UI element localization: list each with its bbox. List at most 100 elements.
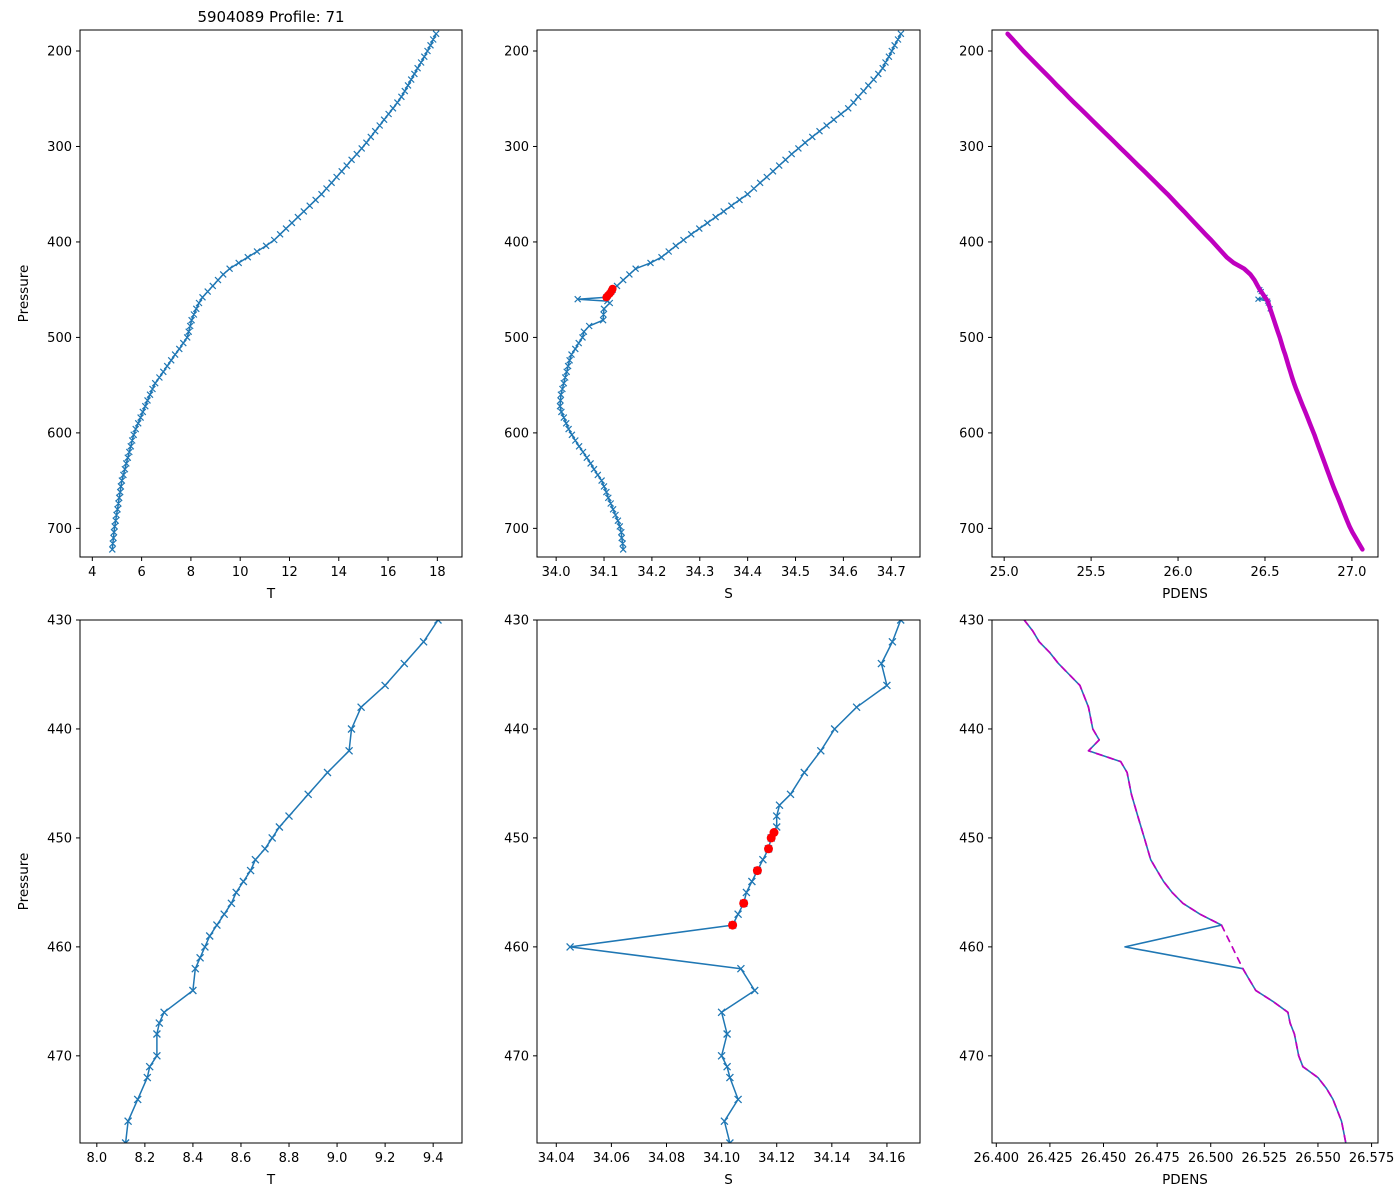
y-tick-label: 700: [504, 522, 529, 537]
x-tick-label: 10: [232, 565, 249, 580]
subplot-salinity-full: 34.0 34.1 34.2 34.3 34.4 34.5 34.6 34.7 200 300 40…: [504, 29, 921, 602]
y-tick-label: 500: [959, 331, 984, 346]
x-tick-label: 34.10: [703, 1151, 740, 1166]
subplot-salinity-zoom: 34.04 34.06 34.08 34.10 34.12 34.14 34.16 430 44…: [504, 614, 921, 1188]
x-tick-label: 8.0: [86, 1151, 107, 1166]
series-x-markers-salinity-raw-zoom: [566, 620, 905, 1143]
x-tick-label: 34.16: [868, 1151, 905, 1166]
x-tick-label: 34.3: [685, 565, 714, 580]
flagged-point-marker: [728, 920, 738, 930]
x-axis-label: T: [266, 1172, 276, 1188]
x-tick-label: 8.8: [279, 1151, 300, 1166]
y-tick-label: 440: [504, 723, 529, 738]
x-tick-label: 26.5: [1251, 565, 1280, 580]
subplot-pdens-full: 25.0 25.5 26.0 26.5 27.0 200 300 400 500 600 700 PD…: [959, 29, 1379, 602]
x-tick-label: 34.06: [593, 1151, 630, 1166]
subplot-temperature-zoom: 8.0 8.2 8.4 8.6 8.8 9.0 9.2 9.4 430 440 450 460 470 T…: [16, 614, 463, 1188]
figure-title: 5904089 Profile: 71: [197, 8, 345, 26]
x-tick-label: 34.12: [758, 1151, 795, 1166]
x-tick-label: 16: [380, 565, 397, 580]
x-tick-label: 26.400: [974, 1151, 1020, 1166]
flagged-point-marker: [739, 898, 749, 908]
series-line-temperature-raw-zoom: [124, 620, 439, 1143]
axes-frame: [79, 29, 463, 558]
series-line-salinity-raw-zoom: [569, 620, 902, 1143]
x-axis-label: S: [724, 1172, 733, 1188]
x-tick-label: 26.425: [1027, 1151, 1073, 1166]
flagged-point-marker: [764, 844, 773, 854]
y-axis-label: Pressure: [16, 853, 32, 911]
y-tick-label: 300: [47, 140, 72, 155]
x-tick-label: 25.0: [990, 565, 1019, 580]
axes-frame: [536, 619, 921, 1144]
x-tick-label: 34.5: [781, 565, 810, 580]
y-tick-label: 470: [47, 1049, 72, 1064]
y-tick-label: 200: [47, 45, 72, 60]
x-axis-label: PDENS: [1162, 586, 1208, 602]
x-tick-label: 25.5: [1077, 565, 1106, 580]
x-tick-label: 9.0: [327, 1151, 348, 1166]
y-tick-label: 600: [504, 426, 529, 441]
x-tick-label: 12: [281, 565, 298, 580]
y-tick-label: 450: [959, 831, 984, 846]
x-tick-label: 26.450: [1081, 1151, 1127, 1166]
series-x-markers-temperature-raw-zoom: [121, 620, 442, 1143]
x-tick-label: 26.475: [1134, 1151, 1180, 1166]
x-tick-label: 26.500: [1188, 1151, 1234, 1166]
flagged-point-marker: [602, 293, 611, 302]
y-tick-label: 300: [959, 140, 984, 155]
x-tick-label: 8: [187, 565, 195, 580]
y-tick-label: 400: [47, 235, 72, 250]
x-tick-label: 34.08: [648, 1151, 685, 1166]
y-tick-label: 600: [47, 426, 72, 441]
y-tick-label: 430: [959, 614, 984, 629]
flagged-point-marker: [766, 833, 776, 843]
subplot-pdens-zoom: 26.400 26.425 26.450 26.475 26.500 26.525 26.5…: [959, 614, 1394, 1189]
y-tick-label: 470: [504, 1049, 529, 1064]
series-x-markers-salinity-raw: [556, 30, 905, 553]
x-tick-label: 26.550: [1295, 1151, 1341, 1166]
flagged-point-marker: [752, 866, 762, 876]
x-tick-label: 4: [88, 565, 96, 580]
x-tick-label: 14: [331, 565, 348, 580]
x-tick-label: 26.575: [1349, 1151, 1395, 1166]
series-line-pdens-raw-zoom: [1023, 620, 1347, 1143]
x-tick-label: 6: [137, 565, 145, 580]
y-tick-label: 500: [504, 331, 529, 346]
y-tick-label: 200: [504, 45, 529, 60]
x-tick-label: 34.14: [813, 1151, 850, 1166]
y-tick-label: 450: [47, 831, 72, 846]
x-tick-label: 8.2: [135, 1151, 156, 1166]
y-tick-label: 400: [504, 235, 529, 250]
axes-frame: [79, 619, 463, 1144]
y-tick-label: 430: [47, 614, 72, 629]
y-tick-label: 600: [959, 426, 984, 441]
y-axis-label: Pressure: [16, 265, 32, 323]
y-tick-label: 700: [47, 522, 72, 537]
subplot-temperature-full: 4 6 8 10 12 14 16 18 200 300 400 500 600 700 T Pressure: [16, 29, 463, 602]
series-line-temperature-raw: [111, 33, 437, 551]
y-tick-label: 500: [47, 331, 72, 346]
x-axis-label: S: [724, 586, 733, 602]
x-tick-label: 34.1: [590, 565, 619, 580]
x-tick-label: 34.4: [733, 565, 762, 580]
x-tick-label: 27.0: [1337, 565, 1366, 580]
x-axis-label: T: [266, 586, 276, 602]
x-tick-label: 9.2: [375, 1151, 396, 1166]
y-tick-label: 400: [959, 235, 984, 250]
x-tick-label: 34.6: [829, 565, 858, 580]
y-tick-label: 460: [959, 940, 984, 955]
y-tick-label: 440: [959, 723, 984, 738]
x-axis-label: PDENS: [1162, 1172, 1208, 1188]
x-tick-label: 34.7: [877, 565, 906, 580]
x-tick-label: 34.2: [637, 565, 666, 580]
series-line-pdens-adjusted-zoom: [1023, 620, 1347, 1143]
x-tick-label: 34.0: [542, 565, 571, 580]
y-tick-label: 440: [47, 723, 72, 738]
x-tick-label: 8.4: [183, 1151, 204, 1166]
y-tick-label: 470: [959, 1049, 984, 1064]
axes-frame: [536, 29, 921, 558]
axes-frame: [991, 619, 1379, 1144]
